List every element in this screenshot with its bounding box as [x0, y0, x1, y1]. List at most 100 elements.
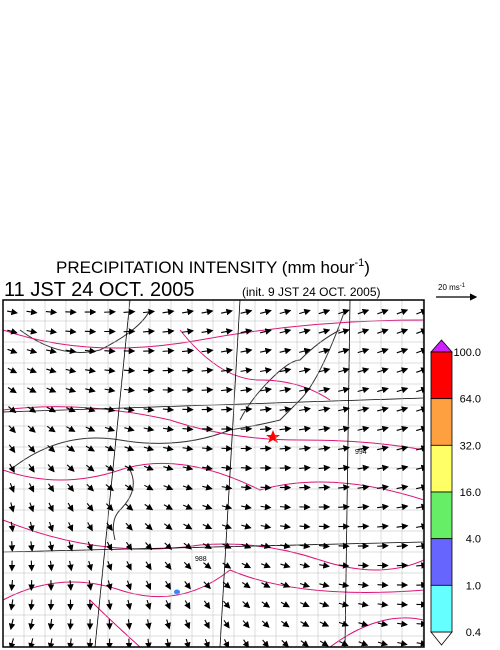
wind-arrow [396, 523, 409, 530]
wind-arrow [28, 502, 35, 513]
colorbar-segment [430, 491, 453, 540]
wind-arrow [105, 484, 114, 492]
wind-arrow [260, 328, 272, 335]
wind-arrow [318, 406, 331, 413]
title-end: ) [364, 258, 370, 277]
wind-arrow [299, 386, 311, 394]
wind-arrow [27, 386, 37, 393]
wind-arrow [86, 580, 94, 591]
colorbar-label: 4.0 [466, 534, 481, 546]
wind-arrow [318, 445, 331, 452]
wind-arrow [164, 619, 171, 630]
wind-arrow [143, 386, 155, 394]
wind-arrow [7, 367, 18, 374]
wind-arrow [182, 464, 194, 472]
wind-arrow [260, 347, 272, 355]
wind-arrow [260, 542, 272, 549]
wind-arrow [396, 503, 409, 511]
wind-arrow [279, 308, 292, 316]
title-sup: -1 [355, 257, 365, 269]
wind-arrow [299, 523, 311, 530]
wind-arrow [163, 425, 175, 433]
wind-arrow [396, 406, 409, 413]
wind-arrow [299, 347, 311, 355]
wind-arrow [220, 347, 234, 355]
wind-arrow [357, 425, 370, 433]
wind-arrow [318, 464, 331, 472]
location-star [266, 430, 280, 443]
wind-arrow [339, 640, 349, 647]
wind-arrow [65, 347, 77, 355]
wind-arrow [143, 406, 155, 413]
wind-arrow [8, 482, 15, 493]
wind-arrow [143, 464, 154, 471]
wind-arrow [220, 328, 233, 335]
wind-arrow [319, 620, 330, 627]
wind-arrow [298, 406, 311, 413]
wind-arrow [181, 308, 195, 316]
wind-arrow [104, 347, 116, 355]
wind-arrow [337, 445, 351, 452]
wind-arrow [279, 503, 292, 511]
colorbar-label: 100.0 [453, 347, 481, 359]
wind-arrow [8, 521, 16, 533]
wind-arrow [7, 347, 18, 354]
coastline [9, 309, 346, 541]
wind-arrow [28, 521, 35, 533]
wind-arrow [184, 581, 191, 590]
wind-arrow [279, 328, 292, 335]
wind-arrow [202, 503, 213, 510]
wind-arrow [67, 522, 74, 532]
wind-arrow [337, 464, 351, 472]
wind-arrow [105, 445, 115, 452]
wind-arrow [221, 523, 232, 530]
wind-arrow [202, 523, 213, 530]
colorbar-under [430, 631, 453, 646]
wind-arrow [396, 542, 409, 550]
wind-arrow [86, 599, 94, 611]
wind-arrow [182, 445, 194, 452]
vector-key-unit: 20 ms [438, 283, 460, 292]
wind-arrow [240, 464, 253, 472]
wind-arrow [182, 425, 194, 433]
colorbar-segment [430, 444, 453, 493]
wind-arrow [357, 464, 370, 472]
wind-arrow [338, 308, 350, 316]
wind-arrow [240, 484, 253, 491]
wind-arrow [184, 600, 191, 610]
wind-arrow [104, 367, 116, 374]
wind-arrow [242, 601, 251, 609]
wind-arrow [106, 541, 113, 552]
wind-arrow [67, 619, 74, 631]
wind-arrow [300, 640, 309, 647]
wind-arrow [125, 503, 134, 511]
wind-arrow [260, 503, 272, 511]
wind-arrow [125, 541, 133, 551]
vector-key-label: 20 ms-1 [438, 283, 466, 292]
wind-arrow [183, 523, 193, 530]
wind-arrow [357, 406, 370, 413]
wind-arrow [299, 328, 311, 335]
wind-arrow [357, 523, 370, 530]
colorbar: 100.0 64.0 32.0 16.0 4.0 1.0 0.4 [430, 339, 481, 646]
wind-arrow [45, 328, 58, 335]
wind-arrow [300, 601, 310, 608]
pressure-contour [3, 319, 424, 647]
wind-arrow [416, 620, 424, 628]
wind-arrow [164, 580, 171, 590]
wind-arrow [202, 464, 213, 472]
wind-arrow [7, 386, 17, 394]
wind-arrow [299, 542, 311, 550]
wind-arrow [377, 347, 389, 355]
wind-arrow [142, 308, 156, 316]
wind-arrow [377, 523, 389, 530]
wind-arrow [28, 599, 35, 611]
wind-arrow [358, 620, 369, 627]
wind-arrow [299, 562, 311, 569]
wind-arrow [357, 484, 370, 491]
wind-arrow [259, 367, 272, 374]
wind-arrow [106, 560, 113, 571]
wind-arrow [86, 560, 93, 572]
wind-arrow [47, 560, 55, 572]
wind-arrow [162, 328, 175, 335]
